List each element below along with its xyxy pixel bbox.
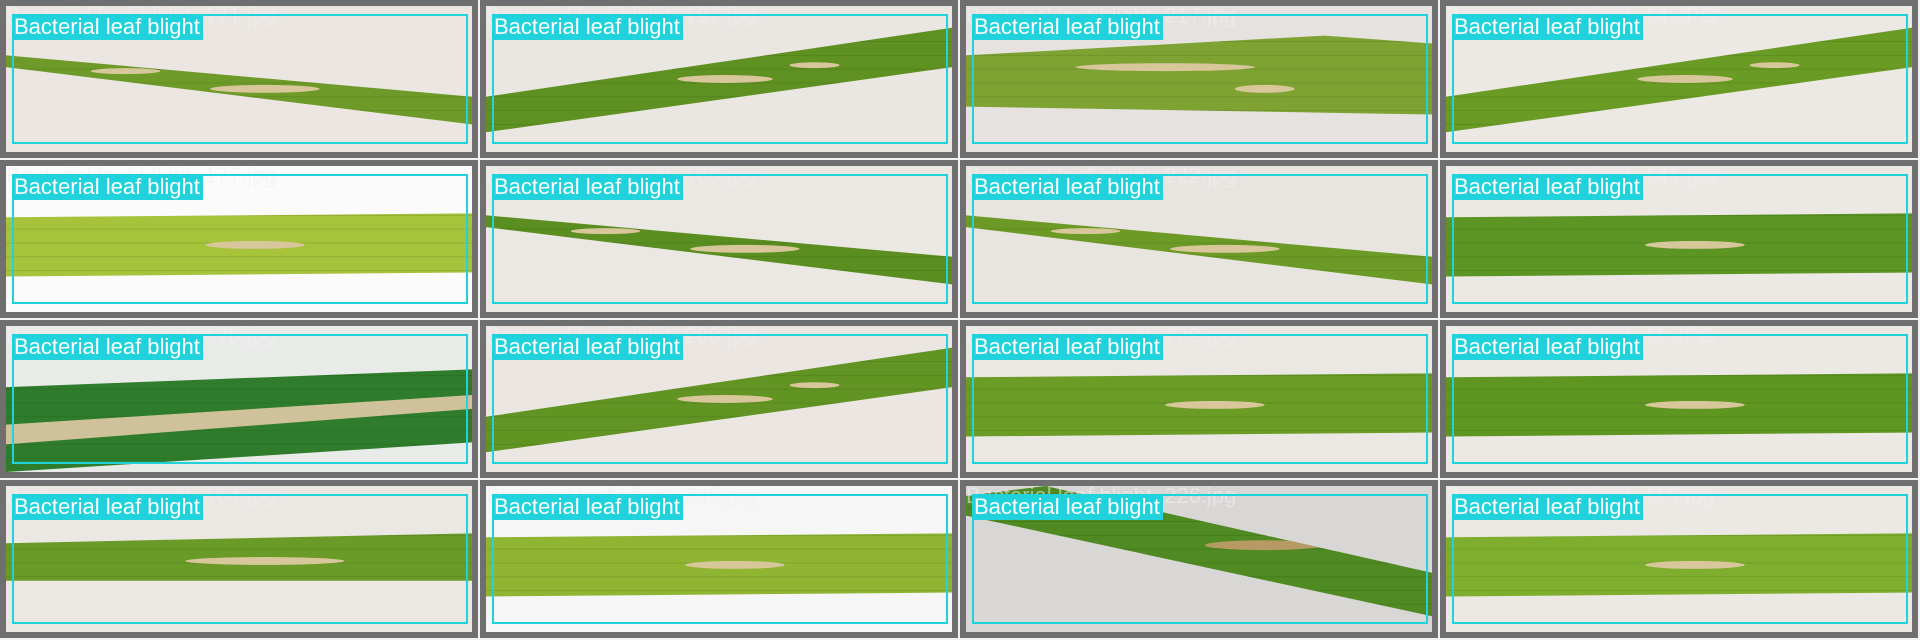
detection-box (492, 174, 948, 304)
detection-box (1452, 494, 1908, 624)
class-label: Bacterial leaf blight (1452, 174, 1643, 200)
leaf-photo (966, 166, 1432, 312)
class-label: Bacterial leaf blight (12, 174, 203, 200)
detection-box (1452, 14, 1908, 144)
detection-box (12, 494, 468, 624)
class-label: Bacterial leaf blight (492, 334, 683, 360)
class-label: Bacterial leaf blight (492, 14, 683, 40)
class-label: Bacterial leaf blight (972, 14, 1163, 40)
detection-box (12, 174, 468, 304)
leaf-photo (966, 326, 1432, 472)
detection-box (12, 334, 468, 464)
detection-box (1452, 174, 1908, 304)
class-label: Bacterial leaf blight (1452, 334, 1643, 360)
detection-box (972, 494, 1428, 624)
detection-box (492, 334, 948, 464)
leaf-photo (486, 326, 952, 472)
detection-box (12, 14, 468, 144)
detection-box (492, 14, 948, 144)
class-label: Bacterial leaf blight (1452, 14, 1643, 40)
detection-box (972, 334, 1428, 464)
class-label: Bacterial leaf blight (12, 14, 203, 40)
leaf-photo (486, 166, 952, 312)
class-label: Bacterial leaf blight (1452, 494, 1643, 520)
detection-box (492, 494, 948, 624)
class-label: Bacterial leaf blight (972, 494, 1163, 520)
class-label: Bacterial leaf blight (492, 494, 683, 520)
class-label: Bacterial leaf blight (972, 334, 1163, 360)
class-label: Bacterial leaf blight (12, 334, 203, 360)
detection-box (972, 174, 1428, 304)
detection-box (972, 14, 1428, 144)
class-label: Bacterial leaf blight (972, 174, 1163, 200)
leaf-photo (966, 6, 1432, 152)
leaf-photo (6, 486, 472, 632)
class-label: Bacterial leaf blight (12, 494, 203, 520)
detection-box (1452, 334, 1908, 464)
class-label: Bacterial leaf blight (492, 174, 683, 200)
